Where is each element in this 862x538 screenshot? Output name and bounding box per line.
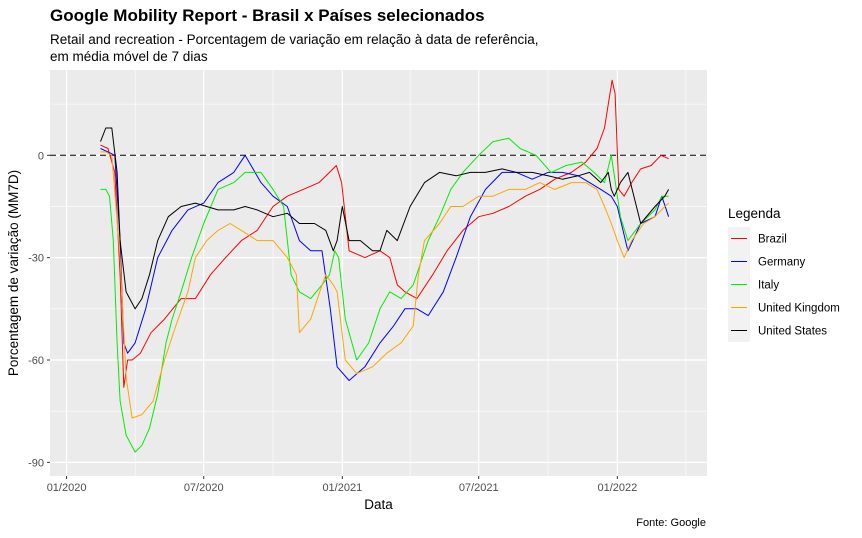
chart-title: Google Mobility Report - Brasil x Países… <box>50 6 485 25</box>
legend-label-germany: Germany <box>758 257 806 269</box>
legend-label-italy: Italy <box>758 280 779 292</box>
x-tick-label: 07/2021 <box>459 482 499 494</box>
x-tick-label: 01/2022 <box>597 482 637 494</box>
legend: Legenda Brazil Germany Italy United Kingdom… <box>728 206 840 342</box>
series-line-italy <box>100 137 669 453</box>
x-tick-label: 01/2020 <box>47 482 87 494</box>
axes: 0 -30 -60 -90 01/2020 07/2020 01/2021 07/2021 01… <box>28 150 637 494</box>
series-line-united-kingdom <box>100 151 669 419</box>
y-tick-label: 0 <box>38 150 44 162</box>
legend-items: Brazil Germany Italy United Kingdom United S… <box>731 234 840 338</box>
x-tick-label: 01/2021 <box>322 482 362 494</box>
legend-label-united-states: United States <box>758 326 827 338</box>
plot-panel <box>50 70 707 476</box>
legend-title: Legenda <box>728 206 781 221</box>
series-line-brazil <box>100 79 669 388</box>
chart-caption: Fonte: Google <box>636 517 706 529</box>
grid-lines <box>50 70 707 476</box>
y-tick-label: -30 <box>28 253 44 265</box>
series-group <box>100 79 670 453</box>
chart-subtitle: Retail and recreation - Porcentagem de v… <box>50 31 670 65</box>
legend-label-brazil: Brazil <box>758 234 787 246</box>
y-tick-label: -60 <box>28 355 44 367</box>
chart-subtitle-line-1: Retail and recreation - Porcentagem de v… <box>50 32 539 47</box>
series-line-united-states <box>100 127 670 310</box>
legend-label-united-kingdom: United Kingdom <box>758 303 840 315</box>
x-axis-title: Data <box>364 497 393 512</box>
y-axis-title: Porcentagem de variação (MM7D) <box>6 170 21 376</box>
chart-subtitle-line-2: em média móvel de 7 dias <box>50 49 208 64</box>
series-line-germany <box>100 148 670 381</box>
y-tick-label: -90 <box>28 457 44 469</box>
x-tick-label: 07/2020 <box>184 482 224 494</box>
